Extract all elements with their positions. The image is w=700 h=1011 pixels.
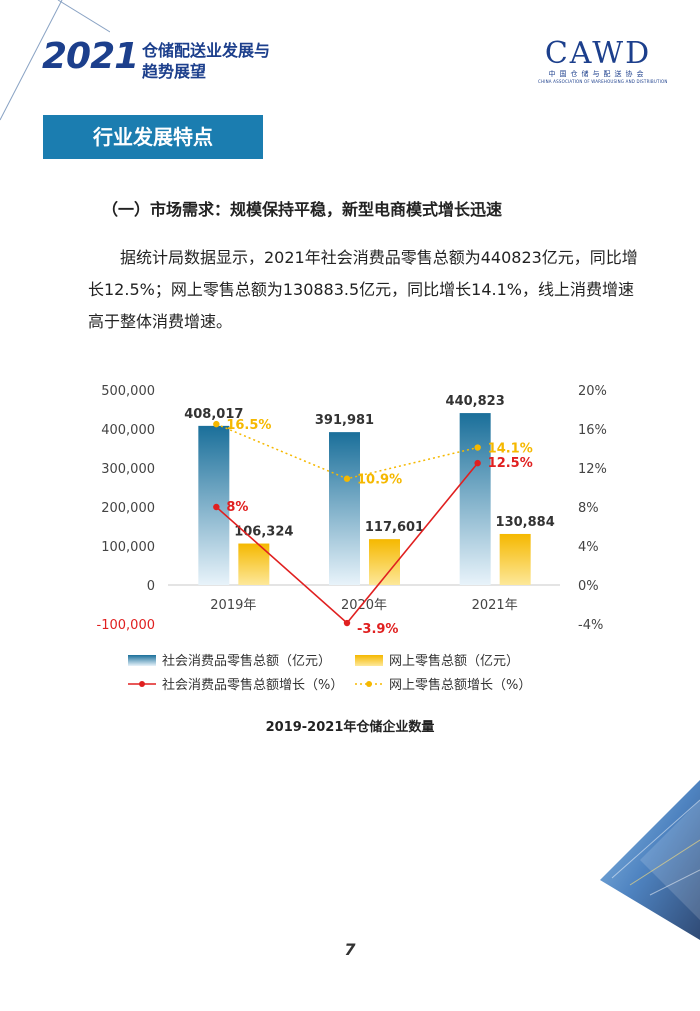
bar-value-label: 106,324: [234, 525, 293, 540]
retail-sales-chart: 500,000 400,000 300,000 200,000 100,000 0 -100…: [97, 384, 607, 693]
line-value-label: 12.5%: [488, 456, 533, 471]
logo-chinese: 中国仓储与配送协会: [548, 70, 648, 78]
line-value-label: -3.9%: [357, 622, 398, 637]
legend-label: 网上零售总额（亿元）: [389, 653, 519, 669]
line-point: [474, 444, 481, 451]
right-axis-tick-label: 16%: [578, 423, 607, 438]
right-axis-tick-label: 12%: [578, 462, 607, 477]
left-axis-tick-label: 100,000: [101, 540, 155, 555]
x-axis-category-label: 2021年: [472, 598, 518, 613]
bar-value-label: 117,601: [365, 520, 424, 535]
header-year: 2021: [42, 36, 139, 77]
line-point: [474, 459, 481, 467]
right-axis-tick-label: 20%: [578, 384, 607, 399]
right-axis-tick-label: -4%: [578, 618, 603, 633]
bar-online-retail: [499, 533, 531, 585]
line-value-label: 16.5%: [226, 418, 271, 433]
right-axis-tick-label: 0%: [578, 579, 599, 594]
left-axis-tick-label: -100,000: [97, 618, 155, 633]
legend-swatch: [355, 655, 383, 666]
bar-value-label: 440,823: [446, 394, 505, 409]
legend-swatch-marker: [139, 681, 145, 687]
header-title-line2: 趋势展望: [142, 62, 207, 81]
subheading: （一）市场需求：规模保持平稳，新型电商模式增长迅速: [102, 200, 503, 219]
cawd-logo: CAWD 中国仓储与配送协会 CHINA ASSOCIATION OF WARE…: [538, 36, 668, 85]
chart-caption: 2019-2021年仓储企业数量: [265, 720, 435, 735]
bar-value-label: 391,981: [315, 413, 374, 428]
logo-name: CAWD: [544, 36, 652, 71]
page-number: 7: [344, 940, 356, 959]
legend-label: 社会消费品零售总额增长（%）: [162, 677, 343, 693]
left-axis-tick-label: 0: [147, 579, 155, 594]
section-title: 行业发展特点: [43, 115, 263, 159]
line-point: [343, 619, 351, 627]
bar-value-label: 130,884: [496, 515, 555, 530]
body-paragraph: 据统计局数据显示，2021年社会消费品零售总额为440823亿元，同比增长12.…: [88, 248, 638, 331]
header-title: 仓储配送业发展与 趋势展望: [142, 40, 292, 82]
logo-english: CHINA ASSOCIATION OF WAREHOUSING AND DIS…: [538, 79, 668, 84]
left-axis-tick-label: 200,000: [101, 501, 155, 516]
line-value-label: 10.9%: [357, 473, 402, 488]
legend-label: 社会消费品零售总额（亿元）: [162, 653, 331, 669]
x-axis-category-label: 2019年: [210, 598, 256, 613]
left-axis-tick-label: 500,000: [101, 384, 155, 399]
left-axis-tick-label: 300,000: [101, 462, 155, 477]
line-point: [343, 475, 351, 482]
legend-swatch-marker: [366, 681, 372, 687]
right-axis-tick-label: 8%: [578, 501, 599, 516]
line-point: [213, 420, 220, 428]
header-title-line1: 仓储配送业发展与: [142, 41, 271, 60]
bar-retail-total: [329, 432, 360, 585]
bar-retail-total: [459, 413, 491, 585]
line-value-label: 14.1%: [488, 442, 533, 457]
bar-value-label: 408,017: [184, 407, 243, 422]
legend-swatch: [128, 655, 156, 666]
legend-label: 网上零售总额增长（%）: [389, 677, 531, 693]
line-point: [213, 503, 220, 511]
right-axis-tick-label: 4%: [578, 540, 599, 555]
decorative-corner-lines: [0, 0, 110, 121]
line-value-label: 8%: [226, 500, 248, 515]
x-axis-category-label: 2020年: [341, 598, 387, 613]
left-axis-tick-label: 400,000: [101, 423, 155, 438]
